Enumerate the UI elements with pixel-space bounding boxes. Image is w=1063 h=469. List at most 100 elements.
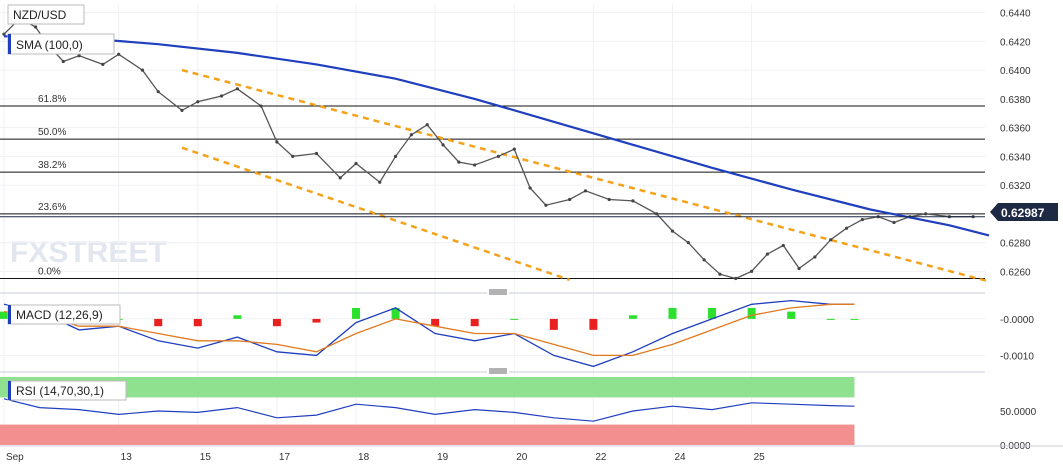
price-point [425,123,429,127]
rsi-line [3,398,855,422]
macd-histogram-bar [154,318,163,327]
price-point [219,94,224,98]
price-point [781,243,785,248]
svg-text:RSI (14,70,30,1): RSI (14,70,30,1) [16,384,104,398]
price-point [196,100,200,104]
channel-line [181,68,990,283]
price-point [457,160,461,164]
x-tick-label: 25 [754,452,766,463]
macd-line [3,299,855,368]
price-point [512,147,516,151]
price-point [860,217,864,222]
macd-histogram-bar [352,307,361,319]
price-point [61,59,65,64]
axes-layer: 0.6440 0.6420 0.6400 0.6380 0.6360 0.6340 0.63… [0,9,1063,463]
price-point [568,197,572,202]
macd-panel-bg [0,297,1063,372]
price-point [583,189,588,193]
watermark-text: FXSTREET [10,236,167,269]
y-tick-label: 0.6400 [1000,66,1031,77]
macd-layer: -0.0000 -0.0010 [0,299,1034,368]
fibonacci-label: 0.0% [38,267,61,278]
price-point [813,255,817,259]
price-point [702,258,706,262]
x-tick-label: 20 [516,452,528,463]
price-point [409,133,414,137]
price-point [686,240,690,245]
price-point [750,269,754,273]
macd-y-tick-label: -0.0000 [1000,315,1034,326]
macd-resize-handle[interactable] [487,289,509,295]
macd-y-tick-label: -0.0010 [1000,351,1034,362]
price-point [291,154,295,158]
price-point [655,212,659,216]
price-panel-bg [0,0,1063,290]
y-tick-label: 0.6420 [1000,37,1031,48]
macd-histogram-bar [510,318,519,320]
fibonacci-label: 50.0% [38,127,66,138]
series-layer [0,16,990,281]
y-tick-label: 0.6320 [1000,181,1031,192]
y-tick-label: 0.6440 [1000,9,1031,20]
price-point [765,252,770,256]
y-tick-label: 0.6280 [1000,239,1031,250]
rsi-resize-handle[interactable] [487,368,509,374]
price-point [473,163,477,167]
price-point [496,154,501,158]
macd-histogram-bar [628,315,637,319]
sma-label: SMA (100,0) [7,33,115,55]
svg-text:MACD (12,26,9): MACD (12,26,9) [16,308,103,322]
fibonacci-label: 61.8% [38,94,66,105]
last-price-tag: 0.62987 [990,203,1058,221]
price-point [718,272,722,276]
svg-text:NZD/USD: NZD/USD [13,8,67,22]
sma-line [3,35,990,237]
x-tick-label: 15 [200,452,212,463]
x-tick-label: 17 [279,452,291,463]
fibonacci-label: 38.2% [38,160,66,171]
price-point [797,266,801,271]
x-tick-label: 13 [121,452,133,463]
macd-histogram-bar [747,307,756,319]
rsi-oversold-zone [0,424,855,445]
price-point [670,229,675,233]
macd-histogram-bar [708,307,717,319]
y-tick-label: 0.6260 [1000,267,1031,278]
macd-histogram-bar [850,318,859,320]
price-point [734,276,738,281]
rsi-overbought-zone [0,377,855,398]
fibonacci-label: 23.6% [38,202,66,213]
x-tick-label: 19 [437,452,449,463]
price-point [631,199,635,203]
rsi-label: RSI (14,70,30,1) [7,380,127,401]
price-point [607,197,611,202]
x-tick-label: Sep [6,452,24,463]
x-tick-label: 22 [595,452,607,463]
price-point [117,52,121,56]
macd-histogram-bar [272,318,281,327]
price-point [235,87,239,91]
y-tick-label: 0.6360 [1000,124,1031,135]
symbol-label: NZD/USD [7,4,85,25]
price-point [844,226,849,230]
fibonacci-layer: 0.0% 23.6% 38.2% 50.0% 61.8% [0,94,985,280]
macd-histogram-bar [549,318,558,330]
macd-label: MACD (12,26,9) [7,304,121,325]
price-point [259,104,263,108]
x-tick-label: 24 [674,452,686,463]
macd-histogram-bar [668,307,677,319]
macd-histogram-bar [391,307,400,319]
price-point [140,68,145,72]
macd-histogram-bar [193,318,202,327]
price-point [2,32,6,36]
macd-histogram-bar [0,311,8,319]
macd-histogram-bar [431,318,440,327]
price-point [101,62,105,66]
macd-histogram-bar [233,315,242,319]
price-point [441,143,445,147]
price-point [180,108,184,112]
price-point [34,25,38,29]
y-tick-label: 0.6340 [1000,152,1031,163]
price-point [829,238,833,242]
